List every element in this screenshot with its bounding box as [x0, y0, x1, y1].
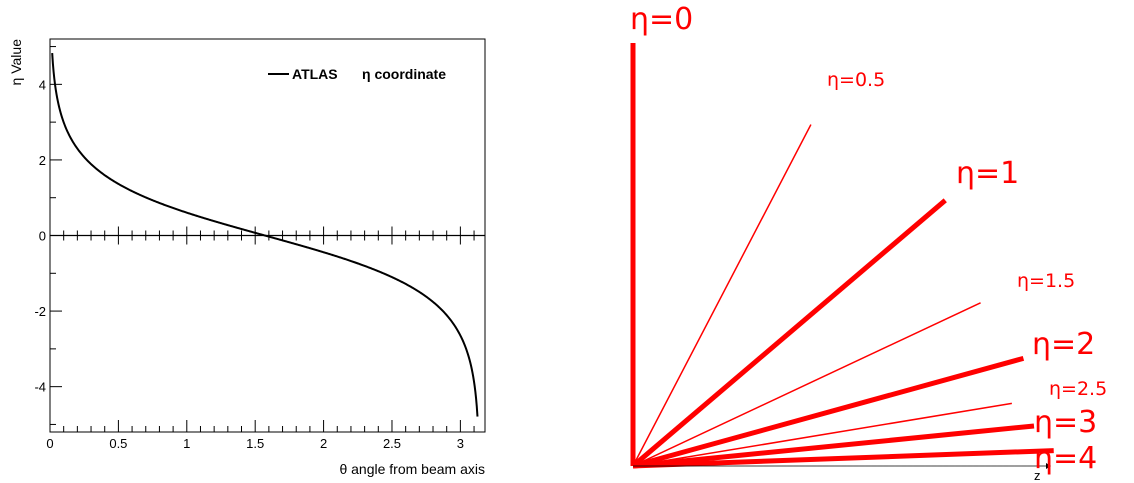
eta-ray-4	[632, 448, 1054, 469]
eta-ray-label-2-5: η=2.5	[1049, 378, 1107, 400]
eta-rays	[630, 43, 1054, 469]
x-tick-label: 3	[457, 436, 464, 451]
x-tick-label: 0.5	[109, 436, 127, 451]
x-tick-label: 2	[320, 436, 327, 451]
x-axis-title: θ angle from beam axis	[339, 461, 485, 477]
eta-ray-labels: η=0 η=0.5 η=1 η=1.5 η=2 η=2.5 η=3η=4	[630, 2, 1107, 476]
y-tick-label: -4	[34, 380, 46, 395]
x-tick-label: 0	[46, 436, 53, 451]
y-axis-title: η Value	[8, 39, 24, 86]
legend-label-atlas: ATLAS	[292, 66, 338, 82]
eta-ray-label-0-5: η=0.5	[827, 69, 885, 91]
eta-ray-label-0: η=0	[630, 2, 693, 37]
eta-rays-diagram: z η=0 η=0.5 η=1 η=1.5 η=2 η=2.5 η=3η=4	[630, 2, 1107, 483]
eta-ray-label-1-5: η=1.5	[1017, 270, 1075, 292]
eta-ray-3	[632, 423, 1035, 469]
eta-ray-2	[632, 355, 1025, 469]
eta-ray-2-5	[632, 402, 1012, 467]
eta-ray-label-1: η=1	[956, 156, 1019, 191]
eta-ray-0-5	[632, 124, 812, 467]
z-axis-arrowhead	[1046, 463, 1051, 469]
eta-ray-label-2: η=2	[1032, 327, 1095, 362]
y-tick-label: 2	[39, 153, 46, 168]
y-tick-label: -2	[34, 304, 46, 319]
x-tick-label: 1.5	[246, 436, 264, 451]
legend-label-eta: η coordinate	[362, 66, 446, 82]
eta-ray-label-4: η=4	[1034, 441, 1097, 476]
eta-ray-label-3: η=3	[1034, 405, 1097, 440]
eta-ray-1	[631, 198, 947, 468]
x-tick-label: 1	[183, 436, 190, 451]
x-tick-label: 2.5	[383, 436, 401, 451]
eta-curve-line	[51, 52, 479, 417]
eta-ray-1-5	[632, 302, 981, 467]
y-tick-label: 0	[39, 229, 46, 244]
y-tick-label: 4	[39, 77, 46, 92]
axis-ticks: 0 0.5 1 1.5 2 2.5 3 -4 -2 0 2 4	[34, 46, 485, 451]
z-axis-label: z	[1034, 468, 1041, 483]
